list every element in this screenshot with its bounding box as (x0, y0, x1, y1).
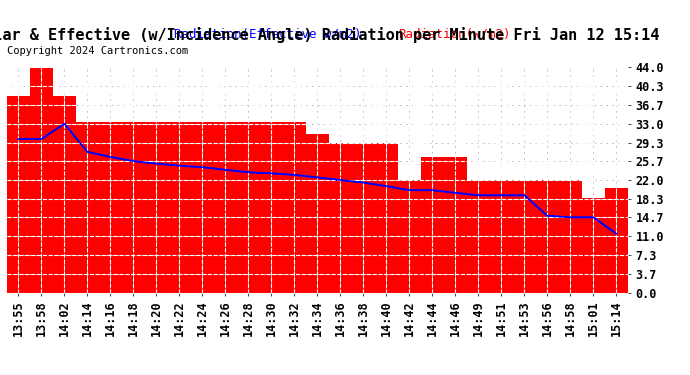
Bar (559, 180, 582, 292)
Bar (283, 122, 306, 292)
Bar (145, 122, 168, 292)
Bar (30, 68, 53, 292)
Bar (168, 122, 191, 292)
Bar (582, 198, 605, 292)
Bar (513, 180, 536, 292)
Bar (536, 180, 559, 292)
Text: Radiation(w/m2): Radiation(w/m2) (397, 27, 511, 40)
Bar (7, 96, 30, 292)
Bar (76, 122, 99, 292)
Bar (398, 180, 421, 292)
Bar (467, 180, 490, 292)
Bar (352, 142, 375, 292)
Text: Copyright 2024 Cartronics.com: Copyright 2024 Cartronics.com (7, 46, 188, 56)
Text: Radiation(Effective w/m2): Radiation(Effective w/m2) (174, 27, 362, 40)
Bar (99, 122, 122, 292)
Bar (237, 122, 260, 292)
Bar (444, 157, 467, 292)
Bar (306, 134, 329, 292)
Bar (214, 122, 237, 292)
Bar (191, 122, 214, 292)
Bar (122, 122, 145, 292)
Bar (329, 142, 352, 292)
Bar (375, 142, 398, 292)
Bar (490, 180, 513, 292)
Title: Solar & Effective (w/Incidence Angle) Radiation per Minute Fri Jan 12 15:14: Solar & Effective (w/Incidence Angle) Ra… (0, 27, 660, 43)
Bar (260, 122, 283, 292)
Bar (605, 188, 628, 292)
Bar (53, 96, 76, 292)
Bar (421, 157, 444, 292)
